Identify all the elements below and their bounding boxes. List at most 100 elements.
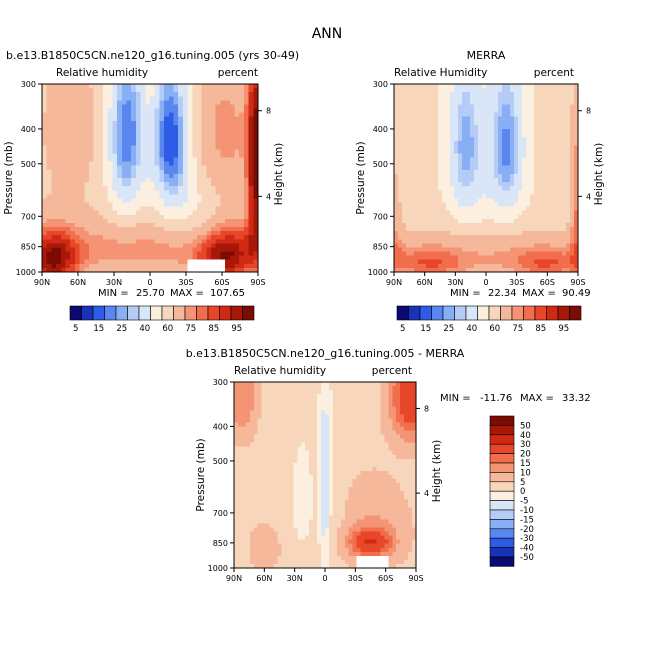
- field-cell: [187, 145, 193, 150]
- field-cell: [60, 153, 66, 158]
- field-cell: [438, 124, 443, 130]
- field-cell: [74, 190, 80, 195]
- field-cell: [542, 235, 547, 240]
- field-cell: [154, 92, 160, 97]
- field-cell: [261, 479, 267, 484]
- field-cell: [46, 161, 52, 167]
- field-cell: [566, 227, 571, 232]
- field-cell: [234, 442, 239, 448]
- field-cell: [117, 210, 123, 216]
- field-cell: [248, 141, 254, 146]
- field-cell: [490, 124, 495, 130]
- field-cell: [211, 178, 217, 183]
- field-cell: [414, 251, 419, 257]
- field-cell: [74, 227, 80, 232]
- field-cell: [154, 251, 160, 257]
- field-cell: [159, 198, 165, 203]
- field-cell: [107, 149, 113, 154]
- field-cell: [234, 563, 239, 569]
- field-cell: [103, 161, 109, 167]
- field-cell: [241, 466, 247, 472]
- field-cell: [418, 186, 423, 191]
- field-cell: [498, 141, 503, 146]
- field-cell: [490, 227, 495, 232]
- field-cell: [554, 190, 559, 195]
- field-cell: [261, 519, 267, 524]
- field-cell: [526, 247, 531, 252]
- field-cell: [490, 112, 495, 118]
- field-cell: [285, 551, 290, 557]
- field-cell: [60, 145, 66, 150]
- field-cell: [51, 259, 57, 265]
- field-cell: [474, 202, 479, 208]
- field-cell: [394, 247, 399, 252]
- field-cell: [546, 124, 551, 130]
- field-cell: [482, 227, 487, 232]
- field-cell: [253, 519, 259, 524]
- field-cell: [458, 84, 463, 89]
- field-cell: [117, 259, 123, 265]
- field-cell: [446, 116, 451, 122]
- field-cell: [196, 227, 203, 232]
- field-cell: [173, 206, 179, 212]
- field-cell: [277, 503, 282, 508]
- field-cell: [426, 243, 431, 248]
- field-cell: [46, 198, 52, 203]
- field-cell: [410, 161, 415, 167]
- field-cell: [98, 173, 104, 179]
- field-cell: [269, 446, 274, 452]
- field-cell: [506, 161, 511, 167]
- field-cell: [182, 190, 188, 195]
- field-cell: [482, 133, 487, 138]
- field-cell: [70, 235, 76, 240]
- min-label: MIN =: [450, 288, 481, 299]
- field-cell: [234, 470, 239, 476]
- field-cell: [243, 104, 250, 109]
- field-cell: [182, 104, 188, 109]
- field-cell: [201, 214, 207, 220]
- field-cell: [150, 214, 156, 220]
- field-cell: [112, 92, 118, 97]
- field-cell: [546, 149, 551, 154]
- field-cell: [402, 96, 407, 101]
- field-cell: [98, 227, 104, 232]
- field-cell: [79, 239, 85, 244]
- field-cell: [46, 153, 52, 158]
- field-cell: [46, 84, 52, 89]
- field-cell: [187, 116, 193, 122]
- field-cell: [98, 267, 104, 273]
- field-cell: [261, 406, 267, 411]
- field-cell: [140, 210, 146, 216]
- field-cell: [159, 133, 165, 138]
- field-cell: [237, 442, 243, 448]
- field-cell: [46, 259, 52, 265]
- field-cell: [173, 169, 179, 175]
- field-cell: [494, 96, 499, 101]
- field-cell: [159, 137, 165, 142]
- field-cell: [542, 190, 547, 195]
- field-cell: [79, 202, 85, 208]
- field-cell: [574, 222, 579, 228]
- field-cell: [281, 386, 286, 391]
- field-cell: [206, 243, 212, 248]
- field-cell: [482, 88, 487, 93]
- field-cell: [277, 454, 282, 460]
- field-cell: [234, 120, 240, 126]
- field-cell: [253, 259, 259, 265]
- field-cell: [522, 92, 527, 97]
- field-cell: [88, 186, 95, 191]
- field-cell: [514, 120, 519, 126]
- field-cell: [522, 251, 527, 257]
- field-cell: [243, 222, 250, 228]
- field-cell: [196, 239, 203, 244]
- field-cell: [248, 108, 254, 114]
- field-cell: [93, 116, 99, 122]
- field-cell: [518, 133, 523, 138]
- field-cell: [164, 202, 170, 208]
- field-cell: [98, 218, 104, 224]
- field-cell: [206, 190, 212, 195]
- field-cell: [478, 84, 483, 89]
- field-cell: [74, 161, 80, 167]
- field-cell: [145, 116, 151, 122]
- field-cell: [51, 214, 57, 220]
